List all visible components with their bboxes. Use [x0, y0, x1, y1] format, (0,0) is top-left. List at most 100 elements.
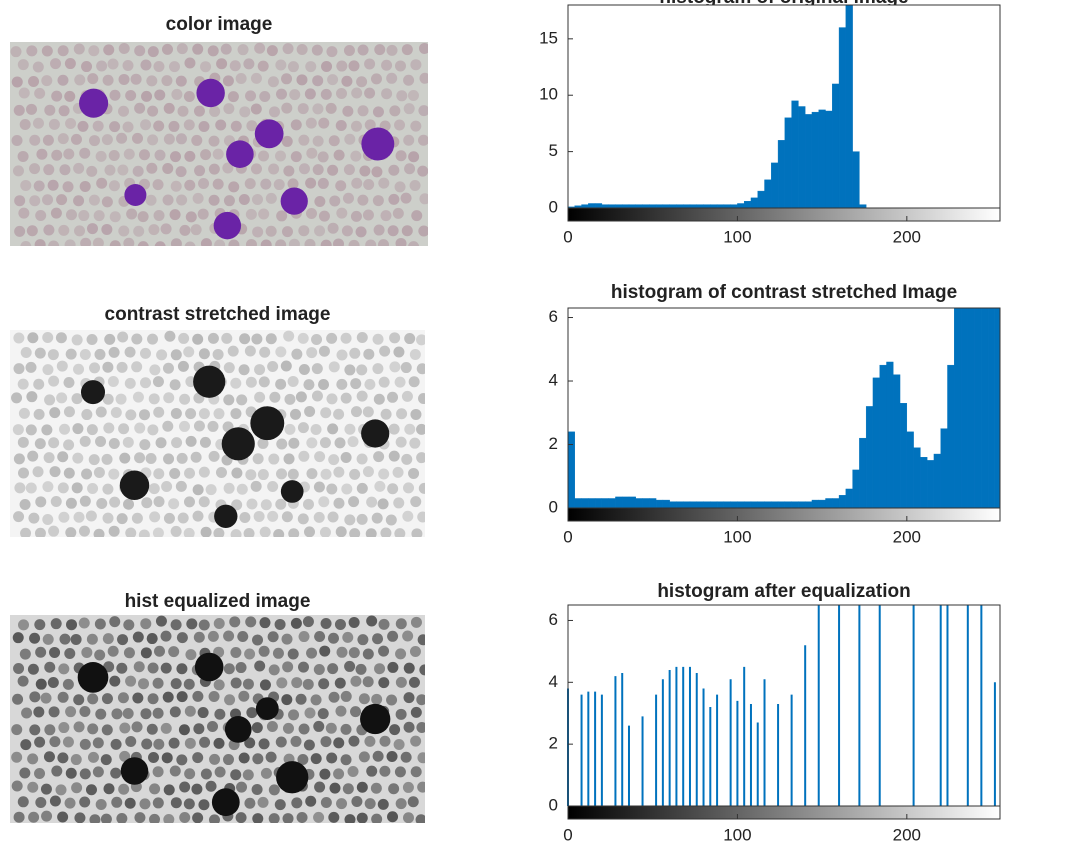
- cell: [59, 164, 71, 176]
- cell: [287, 178, 299, 190]
- cell: [12, 165, 24, 177]
- blob: [80, 380, 106, 405]
- cell: [102, 633, 114, 645]
- cell: [419, 42, 428, 54]
- cell: [107, 645, 119, 657]
- cell: [208, 814, 220, 823]
- cell: [65, 348, 77, 360]
- cell: [140, 377, 152, 389]
- cell: [312, 75, 324, 87]
- cell: [109, 211, 121, 223]
- cell: [64, 58, 76, 70]
- cell: [107, 58, 119, 70]
- bar: [696, 204, 704, 209]
- cell: [213, 408, 225, 420]
- cell: [389, 105, 401, 117]
- cell: [124, 797, 136, 809]
- cell: [147, 662, 159, 674]
- bar: [798, 501, 806, 509]
- cell: [18, 467, 30, 479]
- cell: [186, 618, 198, 630]
- cell: [178, 724, 190, 736]
- bar: [872, 377, 880, 509]
- cell: [200, 238, 212, 246]
- cell: [100, 754, 112, 766]
- cell: [160, 662, 172, 674]
- cell: [380, 408, 392, 420]
- cell: [236, 483, 248, 495]
- cell: [407, 796, 419, 808]
- cell: [386, 750, 398, 762]
- cell: [363, 348, 375, 360]
- cell: [364, 119, 376, 131]
- cell: [356, 331, 368, 343]
- blob: [221, 427, 255, 461]
- x-tick-label: 100: [723, 227, 751, 246]
- cell: [254, 364, 266, 376]
- cell: [260, 499, 272, 511]
- cell: [88, 45, 100, 57]
- cell: [306, 347, 318, 359]
- cell: [295, 693, 307, 705]
- cell: [284, 393, 296, 405]
- cell: [48, 437, 60, 449]
- cell: [334, 677, 346, 689]
- cell: [41, 810, 53, 822]
- cell: [340, 392, 352, 404]
- cell: [380, 527, 392, 537]
- cell: [416, 334, 425, 346]
- bar: [642, 204, 650, 209]
- cell: [306, 437, 318, 449]
- cell: [274, 618, 286, 630]
- cell: [306, 147, 318, 159]
- y-tick-label: 0: [549, 497, 558, 516]
- cell: [419, 72, 428, 84]
- cell: [268, 163, 280, 175]
- cell: [57, 691, 69, 703]
- cell: [141, 497, 153, 509]
- cell: [364, 735, 376, 747]
- cell: [78, 617, 90, 629]
- cell: [34, 736, 46, 748]
- cell: [365, 528, 377, 537]
- cell: [194, 165, 206, 177]
- cell: [395, 798, 407, 810]
- cell: [27, 332, 39, 344]
- cell: [326, 46, 338, 58]
- cell: [193, 105, 205, 117]
- cell: [250, 72, 262, 84]
- cell: [93, 528, 105, 537]
- cell: [14, 195, 26, 207]
- cell: [402, 630, 414, 642]
- cell: [258, 376, 270, 388]
- cell: [152, 376, 164, 388]
- cell: [57, 811, 69, 823]
- cell: [333, 149, 345, 161]
- cell: [410, 735, 422, 747]
- cell: [392, 466, 404, 478]
- cell: [328, 135, 340, 147]
- bar: [696, 501, 704, 509]
- cell: [64, 797, 76, 809]
- cell: [122, 707, 134, 719]
- cell: [344, 133, 356, 145]
- cell: [235, 73, 247, 85]
- cell: [333, 737, 345, 749]
- cell: [312, 164, 324, 176]
- cell: [108, 468, 120, 480]
- cell: [235, 812, 247, 823]
- bar: [615, 496, 623, 509]
- bar: [960, 307, 969, 509]
- cell: [287, 61, 299, 73]
- cell: [417, 634, 425, 646]
- cell: [123, 237, 135, 246]
- cell: [179, 224, 191, 236]
- cell: [410, 59, 422, 71]
- y-tick-label: 2: [549, 434, 558, 453]
- cell: [118, 105, 130, 117]
- cell: [340, 723, 352, 735]
- cell: [401, 390, 413, 402]
- cell: [119, 452, 131, 464]
- cell: [50, 496, 62, 508]
- cell: [231, 467, 243, 479]
